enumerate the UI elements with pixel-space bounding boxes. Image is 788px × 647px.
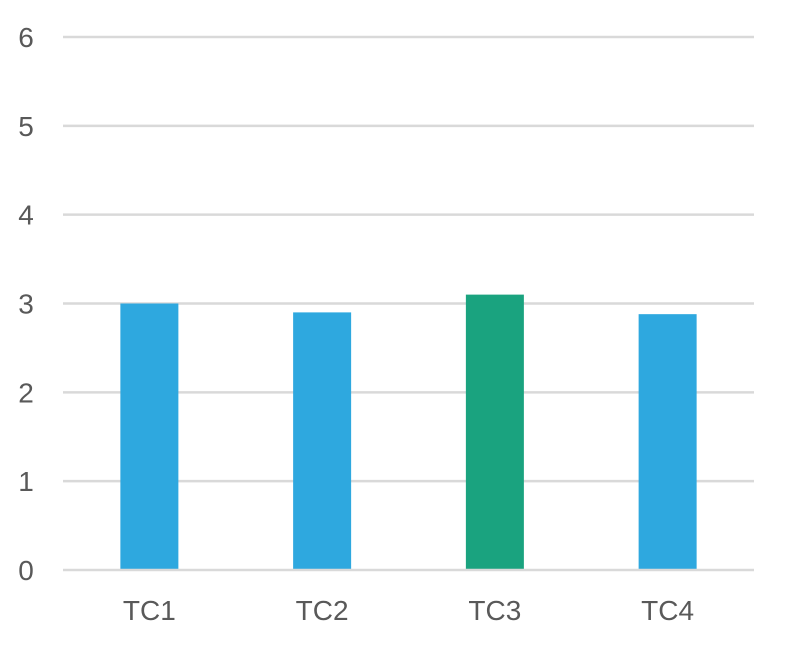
x-tick-label-tc1: TC1 xyxy=(123,595,176,626)
y-tick-label-5: 5 xyxy=(18,111,34,142)
bars xyxy=(120,294,697,570)
y-tick-label-6: 6 xyxy=(18,22,34,53)
y-tick-label-4: 4 xyxy=(18,200,34,231)
x-axis-tick-labels: TC1 TC2 TC3 TC4 xyxy=(123,595,694,626)
x-tick-label-tc3: TC3 xyxy=(468,595,521,626)
y-tick-label-2: 2 xyxy=(18,377,34,408)
y-tick-label-0: 0 xyxy=(18,555,34,586)
y-axis-tick-labels: 0 1 2 3 4 5 6 xyxy=(18,22,34,586)
bar-tc3 xyxy=(465,294,524,570)
x-tick-label-tc2: TC2 xyxy=(296,595,349,626)
y-tick-label-1: 1 xyxy=(18,466,34,497)
bar-tc4 xyxy=(638,314,697,570)
bar-tc1 xyxy=(120,303,179,570)
x-tick-label-tc4: TC4 xyxy=(641,595,694,626)
y-tick-label-3: 3 xyxy=(18,289,34,320)
bar-tc2 xyxy=(293,312,352,570)
